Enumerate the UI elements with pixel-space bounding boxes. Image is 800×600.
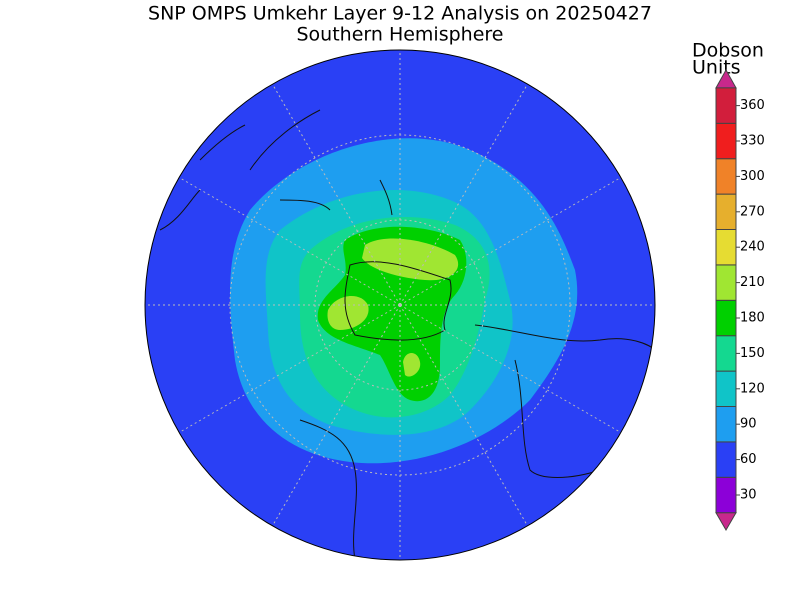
graticule — [399, 79, 531, 306]
coastline — [199, 109, 331, 211]
tick-label: 180 — [740, 311, 765, 326]
contour-region — [362, 238, 459, 281]
tick-label: 360 — [740, 98, 765, 113]
coastline — [344, 261, 452, 341]
colorbar-box — [715, 299, 737, 337]
colorbar-box — [715, 193, 737, 231]
map — [145, 50, 655, 560]
graticule — [399, 174, 626, 306]
tick-label: 60 — [740, 452, 757, 467]
graticule — [174, 304, 401, 436]
graticule — [399, 304, 531, 531]
graticule — [269, 79, 401, 306]
coastline — [474, 324, 655, 351]
colorbar-box — [715, 264, 737, 301]
tick-label: 210 — [740, 275, 765, 290]
tick-label: 90 — [740, 417, 757, 432]
colorbar-box — [715, 158, 737, 195]
colorbar: 30 60 90 120 150 180 210 240 270 300 330 360 — [715, 68, 765, 531]
contour-region — [403, 353, 421, 377]
colorbar-box — [715, 229, 737, 266]
tick-label: 240 — [740, 240, 765, 255]
graticule — [269, 304, 401, 531]
colorbar-label: Units — [692, 57, 741, 79]
tick-label: 120 — [740, 381, 765, 396]
colorbar-box — [715, 87, 737, 124]
coastline — [514, 359, 601, 478]
colorbar-under — [715, 512, 737, 531]
colorbar-box — [715, 441, 737, 478]
colorbar-box — [715, 370, 737, 408]
title: SNP OMPS Umkehr Layer 9-12 Analysis on 2… — [148, 3, 652, 25]
colorbar-box — [715, 335, 737, 372]
coastline — [299, 419, 357, 560]
tick-label: 330 — [740, 134, 765, 149]
tick-label: 150 — [740, 346, 765, 361]
colorbar-box — [715, 406, 737, 443]
tick-label: 300 — [740, 169, 765, 184]
tick-label: 270 — [740, 204, 765, 219]
tick-label: 30 — [740, 488, 757, 503]
contour-region — [327, 295, 369, 330]
coastline — [159, 179, 393, 231]
colorbar-label: Dobson — [692, 40, 764, 62]
colorbar-box — [715, 122, 737, 160]
colorbar-box — [715, 476, 737, 514]
map-border — [144, 49, 656, 561]
graticule — [399, 304, 626, 436]
subtitle: Southern Hemisphere — [296, 24, 503, 46]
graticule — [174, 174, 401, 306]
